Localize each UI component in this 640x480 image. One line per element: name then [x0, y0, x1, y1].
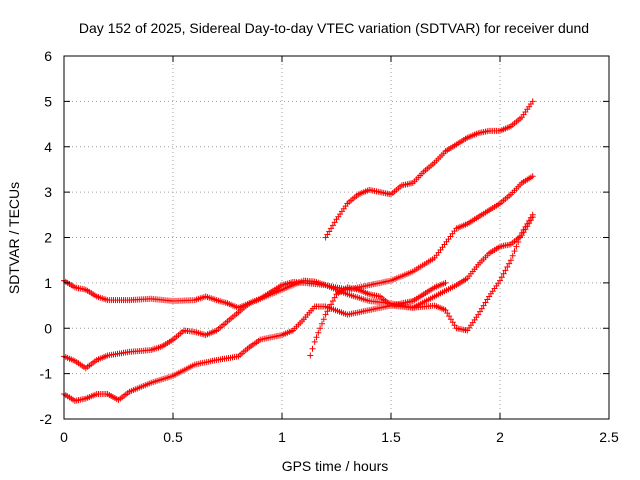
series-markers	[61, 214, 536, 404]
y-tick-label: 5	[44, 93, 52, 109]
x-tick-label: 1.5	[381, 429, 401, 445]
series-markers	[307, 279, 449, 359]
chart-title: Day 152 of 2025, Sidereal Day-to-day VTE…	[79, 20, 589, 36]
x-tick-label: 0.5	[163, 429, 183, 445]
series-markers	[61, 211, 536, 334]
y-tick-label: 0	[44, 320, 52, 336]
data-series-3	[61, 214, 536, 404]
chart-points	[61, 98, 536, 404]
chart-grid	[64, 56, 609, 419]
series-markers	[322, 98, 536, 241]
x-tick-label: 2.5	[599, 429, 619, 445]
x-tick-label: 2	[496, 429, 504, 445]
x-tick-label: 0	[60, 429, 68, 445]
data-series-1	[61, 211, 536, 334]
y-tick-label: -2	[40, 411, 53, 427]
data-series-5	[322, 98, 536, 241]
series-markers	[61, 173, 536, 372]
y-tick-label: 1	[44, 275, 52, 291]
y-tick-label: 3	[44, 184, 52, 200]
x-tick-label: 1	[278, 429, 286, 445]
y-tick-label: 4	[44, 139, 52, 155]
chart-ticks: 0 0.5 1 1.5 2 2.5 -2 -1 0 1 2 3 4 5 6	[40, 48, 619, 445]
data-series-2	[61, 173, 536, 372]
y-tick-label: -1	[40, 366, 53, 382]
x-axis-label: GPS time / hours	[282, 458, 389, 474]
data-series-4	[307, 279, 449, 359]
y-tick-label: 6	[44, 48, 52, 64]
y-axis-label: SDTVAR / TECUs	[6, 182, 22, 294]
y-tick-label: 2	[44, 230, 52, 246]
